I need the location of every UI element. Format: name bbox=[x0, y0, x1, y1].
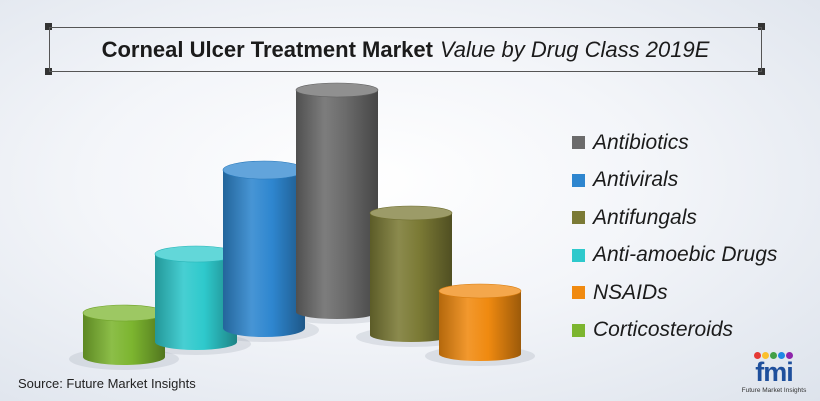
legend-label: Antifungals bbox=[593, 205, 697, 229]
bar-top-nsaids bbox=[438, 283, 522, 299]
legend-label: Anti-amoebic Drugs bbox=[593, 243, 778, 267]
fmi-logo: fmi Future Market Insights bbox=[734, 352, 814, 398]
legend-item-antifungals: Antifungals bbox=[572, 199, 777, 237]
legend-swatch bbox=[572, 286, 585, 300]
title-corner-top-left bbox=[45, 23, 52, 30]
logo-dot bbox=[762, 352, 769, 359]
legend-swatch bbox=[572, 211, 585, 225]
logo-dot bbox=[754, 352, 761, 359]
legend-label: NSAIDs bbox=[593, 280, 668, 304]
logo-dot bbox=[786, 352, 793, 359]
legend-swatch bbox=[572, 136, 585, 150]
legend-label: Corticosteroids bbox=[593, 318, 734, 342]
logo-text: fmi bbox=[755, 357, 794, 387]
chart-title-main: Corneal Ulcer Treatment Market bbox=[101, 36, 433, 62]
title-corner-bottom-left bbox=[45, 68, 52, 75]
logo-dot bbox=[770, 352, 777, 359]
logo-dot bbox=[778, 352, 785, 359]
bar-nsaids bbox=[439, 291, 521, 361]
legend-label: Antivirals bbox=[593, 168, 679, 192]
bar-top-antifungals bbox=[369, 205, 453, 221]
bar-antibiotics bbox=[296, 90, 378, 319]
legend-item-corticosteroids: Corticosteroids bbox=[572, 312, 777, 350]
legend-label: Antibiotics bbox=[593, 130, 689, 154]
legend-swatch bbox=[572, 173, 585, 187]
legend-item-nsaids: NSAIDs bbox=[572, 274, 777, 312]
source-note: Source: Future Market Insights bbox=[18, 376, 196, 391]
chart-title: Corneal Ulcer Treatment Market Value by … bbox=[49, 27, 762, 72]
bar-antifungals bbox=[370, 213, 452, 342]
title-corner-top-right bbox=[758, 23, 765, 30]
bar-top-antibiotics bbox=[295, 82, 379, 98]
bar-antivirals bbox=[223, 170, 305, 337]
bar-anti-amoebic-drugs bbox=[155, 254, 237, 350]
logo-dots-icon bbox=[754, 352, 794, 360]
chart-title-sub: Value by Drug Class 2019E bbox=[439, 36, 710, 62]
legend-swatch bbox=[572, 248, 585, 262]
chart-legend: Antibiotics Antivirals Antifungals Anti-amo… bbox=[572, 124, 777, 349]
bar-corticosteroids bbox=[83, 313, 165, 365]
legend-item-antivirals: Antivirals bbox=[572, 162, 777, 200]
legend-item-antibiotics: Antibiotics bbox=[572, 124, 777, 162]
logo-subtext: Future Market Insights bbox=[741, 387, 807, 394]
bar-top-corticosteroids bbox=[82, 304, 166, 322]
legend-item-anti-amoebic-drugs: Anti-amoebic Drugs bbox=[572, 237, 777, 275]
legend-swatch bbox=[572, 323, 585, 337]
bar-top-antivirals bbox=[222, 160, 306, 180]
